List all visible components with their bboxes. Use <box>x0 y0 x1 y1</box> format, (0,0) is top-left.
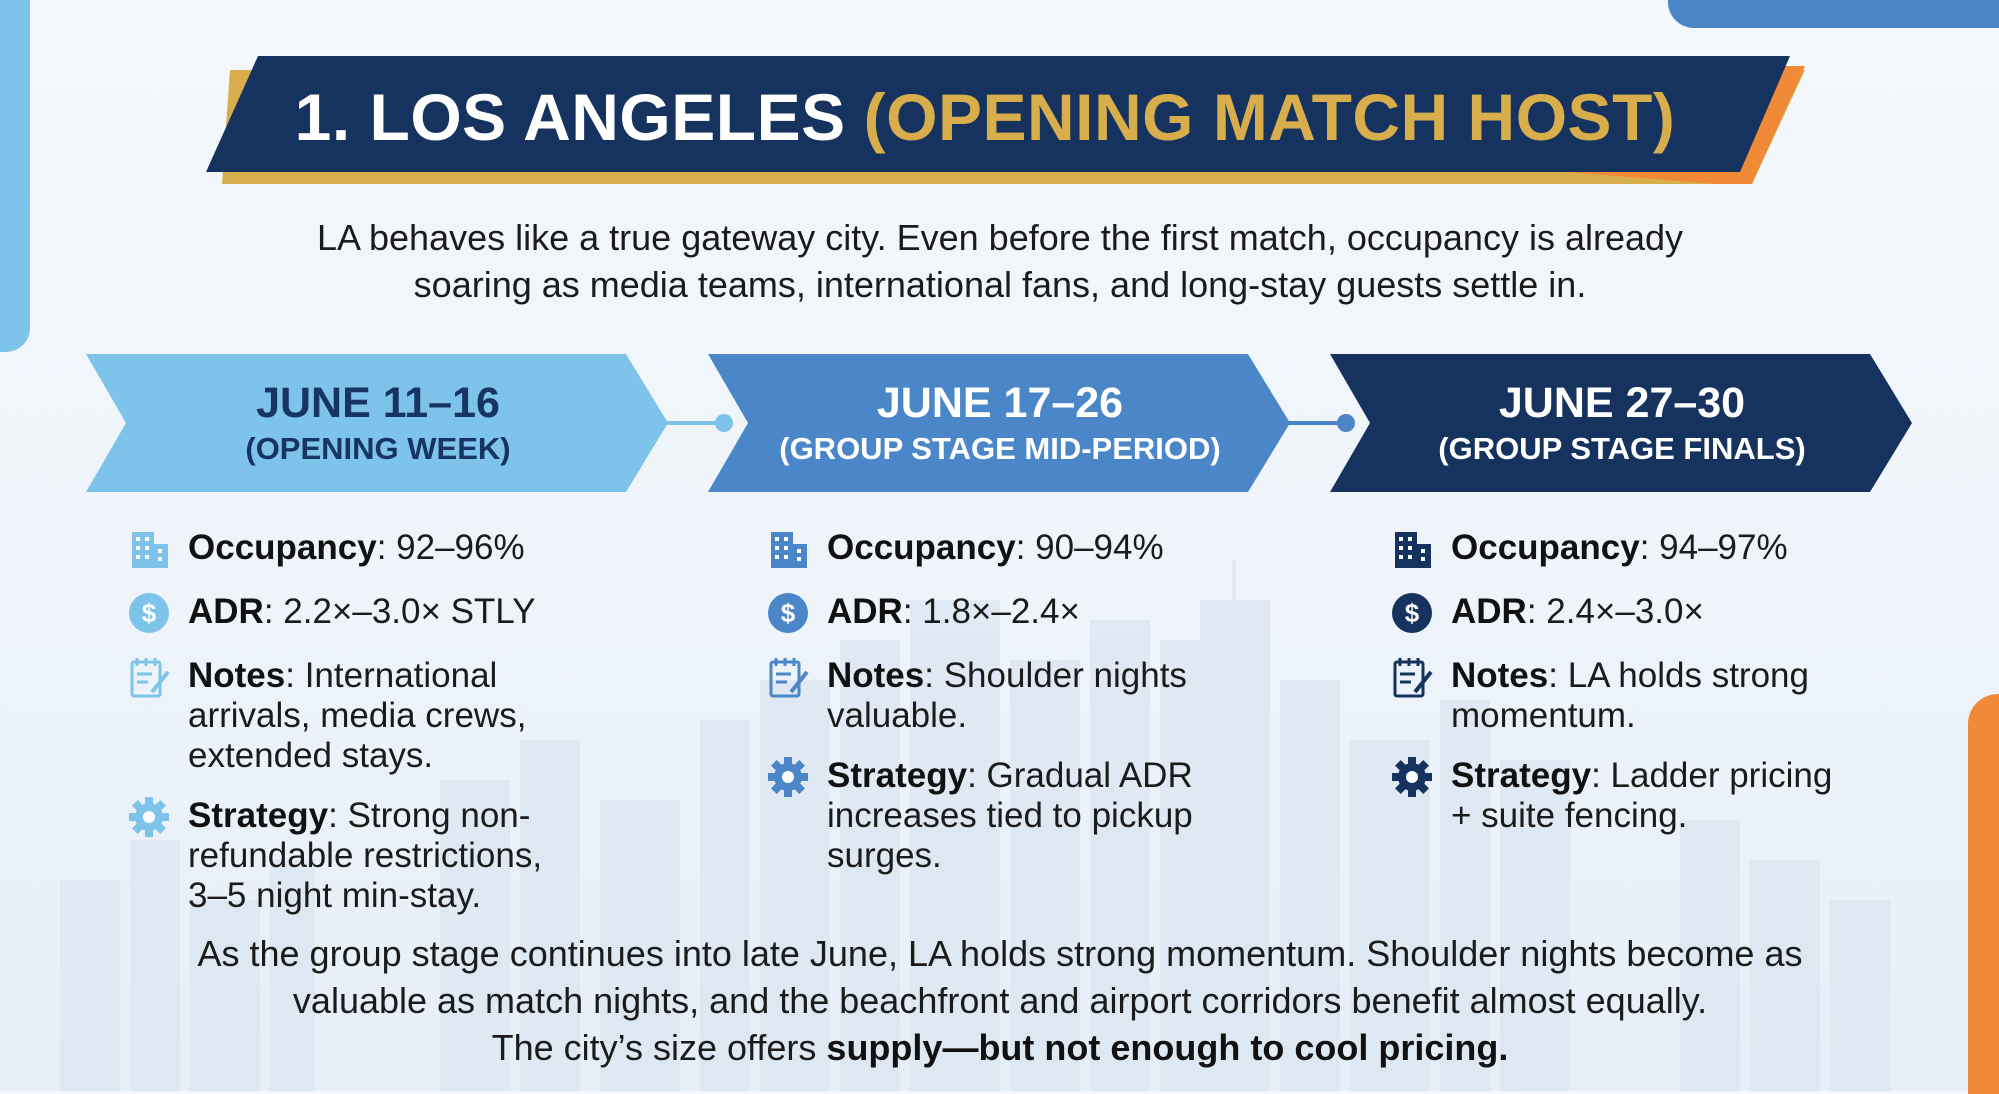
strategy-item: Strategy: Strong non-refundable restrict… <box>126 796 586 916</box>
intro-line-2: soaring as media teams, international fa… <box>413 264 1587 305</box>
page-title: 1. LOS ANGELES (OPENING MATCH HOST) <box>215 62 1755 172</box>
building-icon <box>1395 532 1431 568</box>
occupancy-item: Occupancy: 90–94% <box>765 528 1225 572</box>
notepad-icon <box>769 658 809 698</box>
chevron-june-17-26 <box>708 354 1290 492</box>
dollar-icon: $ <box>1392 593 1432 633</box>
summary-line-3: The city’s size offers supply—but not en… <box>491 1027 1509 1068</box>
svg-text:$: $ <box>781 598 796 628</box>
svg-text:$: $ <box>142 598 157 628</box>
occupancy-item: Occupancy: 94–97% <box>1389 528 1849 572</box>
dollar-icon: $ <box>129 593 169 633</box>
top-right-accent-bar <box>1668 0 1999 28</box>
period-header-1: JUNE 11–16 (OPENING WEEK) <box>88 354 668 492</box>
summary-paragraph: As the group stage continues into late J… <box>100 930 1900 1071</box>
adr-item: $ ADR: 2.2×–3.0× STLY <box>126 592 586 636</box>
period-subtitle: (OPENING WEEK) <box>245 431 511 466</box>
adr-item: $ ADR: 1.8×–2.4× <box>765 592 1225 636</box>
gear-icon <box>768 757 808 797</box>
notepad-icon <box>1393 658 1433 698</box>
notepad-icon <box>130 658 170 698</box>
adr-item: $ ADR: 2.4×–3.0× <box>1389 592 1849 636</box>
period-dates: JUNE 11–16 <box>256 379 500 427</box>
intro-line-1: LA behaves like a true gateway city. Eve… <box>316 217 1684 258</box>
building-icon <box>132 532 168 568</box>
notes-item: Notes: International arrivals, media cre… <box>126 656 586 776</box>
chevron-june-11-16 <box>86 354 668 492</box>
building-icon <box>771 532 807 568</box>
period-header-3: JUNE 27–30 (GROUP STAGE FINALS) <box>1332 354 1912 492</box>
period-subtitle: (GROUP STAGE MID-PERIOD) <box>779 431 1221 466</box>
timeline-chevrons <box>86 354 1912 492</box>
gear-icon <box>129 797 169 837</box>
notes-item: Notes: Shoulder nights valuable. <box>765 656 1225 736</box>
right-accent-bar <box>1968 694 1999 1094</box>
title-accent: (OPENING MATCH HOST) <box>863 80 1676 154</box>
chevron-june-27-30 <box>1330 354 1912 492</box>
occupancy-item: Occupancy: 92–96% <box>126 528 586 572</box>
period-details-2: Occupancy: 90–94% $ ADR: 1.8×–2.4× Notes… <box>765 528 1225 896</box>
strategy-item: Strategy: Gradual ADR increases tied to … <box>765 756 1225 876</box>
left-accent-bar <box>0 0 30 352</box>
summary-line-1: As the group stage continues into late J… <box>197 933 1803 974</box>
period-dates: JUNE 17–26 <box>876 379 1124 427</box>
dollar-icon: $ <box>768 593 808 633</box>
gear-icon <box>1392 757 1432 797</box>
title-banner <box>206 56 1805 184</box>
period-details-3: Occupancy: 94–97% $ ADR: 2.4×–3.0× Notes… <box>1389 528 1849 856</box>
intro-paragraph: LA behaves like a true gateway city. Eve… <box>180 214 1820 308</box>
period-dates: JUNE 27–30 <box>1498 379 1746 427</box>
svg-text:$: $ <box>1405 598 1420 628</box>
period-details-1: Occupancy: 92–96% $ ADR: 2.2×–3.0× STLY … <box>126 528 586 936</box>
summary-line-2: valuable as match nights, and the beachf… <box>292 980 1708 1021</box>
title-main: 1. LOS ANGELES <box>294 80 846 154</box>
strategy-item: Strategy: Ladder pricing + suite fencing… <box>1389 756 1849 836</box>
period-header-2: JUNE 17–26 (GROUP STAGE MID-PERIOD) <box>710 354 1290 492</box>
period-subtitle: (GROUP STAGE FINALS) <box>1438 431 1806 466</box>
notes-item: Notes: LA holds strong momentum. <box>1389 656 1849 736</box>
